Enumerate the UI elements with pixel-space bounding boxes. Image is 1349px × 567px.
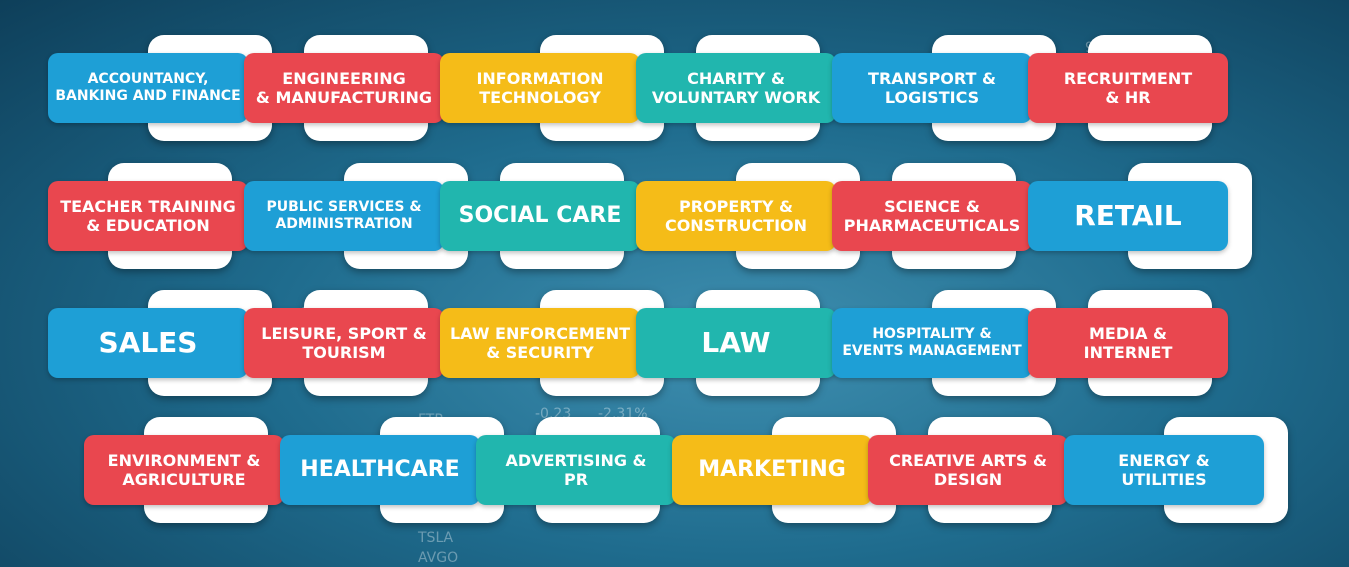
sector-label: ENVIRONMENT & AGRICULTURE	[84, 435, 284, 505]
sector-text: ADVERTISING &	[505, 450, 647, 470]
sector-text: INFORMATION	[476, 68, 604, 88]
sector-text: LOGISTICS	[884, 88, 980, 107]
sector-text: CONSTRUCTION	[664, 216, 808, 235]
sector-text: LAW	[701, 326, 771, 360]
sector-text: EVENTS MANAGEMENT	[842, 343, 1022, 359]
sector-label: ENERGY & UTILITIES	[1064, 435, 1264, 505]
sector-label: SALES	[48, 308, 248, 378]
sector-label: LEISURE, SPORT & TOURISM	[244, 308, 444, 378]
sector-text: RECRUITMENT	[1063, 68, 1193, 88]
sector-text: BANKING AND FINANCE	[55, 88, 241, 104]
sector-label: HEALTHCARE	[280, 435, 480, 505]
sector-text: ENVIRONMENT &	[107, 450, 261, 470]
sector-text: TOURISM	[302, 343, 386, 362]
sector-label: ENGINEERING & MANUFACTURING	[244, 53, 444, 123]
sector-label: PROPERTY & CONSTRUCTION	[636, 181, 836, 251]
sector-label: RETAIL	[1028, 181, 1228, 251]
sector-text: LAW ENFORCEMENT	[449, 323, 631, 343]
sector-text: SALES	[98, 326, 198, 360]
sector-text: HOSPITALITY &	[872, 326, 992, 343]
sector-text: AGRICULTURE	[122, 470, 246, 489]
sector-text: TECHNOLOGY	[479, 88, 601, 107]
sector-label: SOCIAL CARE	[440, 181, 640, 251]
sector-label: PUBLIC SERVICES & ADMINISTRATION	[244, 181, 444, 251]
sector-text: INTERNET	[1083, 343, 1173, 362]
sector-text: ACCOUNTANCY,	[87, 71, 209, 88]
sector-label: TRANSPORT & LOGISTICS	[832, 53, 1032, 123]
sector-label: INFORMATION TECHNOLOGY	[440, 53, 640, 123]
sector-text: PUBLIC SERVICES &	[266, 199, 422, 216]
sector-label: ACCOUNTANCY, BANKING AND FINANCE	[48, 53, 248, 123]
sector-text: TRANSPORT &	[868, 68, 996, 88]
sector-text: & MANUFACTURING	[255, 88, 433, 107]
sector-text: & EDUCATION	[86, 216, 210, 235]
sector-label: MARKETING	[672, 435, 872, 505]
sector-text: DESIGN	[933, 470, 1003, 489]
sector-text: PROPERTY &	[679, 196, 793, 216]
sector-text: RETAIL	[1074, 199, 1182, 233]
sector-text: VOLUNTARY WORK	[651, 88, 821, 107]
sector-text: SCIENCE &	[884, 196, 980, 216]
sector-text: ENGINEERING	[282, 68, 406, 88]
background-text: TSLA	[418, 530, 454, 546]
sector-label: CREATIVE ARTS & DESIGN	[868, 435, 1068, 505]
sector-text: LEISURE, SPORT &	[261, 323, 427, 343]
sector-label: SCIENCE & PHARMACEUTICALS	[832, 181, 1032, 251]
sector-label: LAW ENFORCEMENT & SECURITY	[440, 308, 640, 378]
sector-text: CHARITY &	[687, 68, 785, 88]
sector-text: & HR	[1105, 88, 1151, 107]
sector-text: ADMINISTRATION	[275, 216, 413, 232]
background-text: AVGO	[418, 550, 459, 566]
sector-label: HOSPITALITY & EVENTS MANAGEMENT	[832, 308, 1032, 378]
sector-label: MEDIA & INTERNET	[1028, 308, 1228, 378]
sector-text: TEACHER TRAINING	[60, 196, 236, 216]
sector-text: HEALTHCARE	[300, 456, 460, 482]
sector-text: PHARMACEUTICALS	[843, 216, 1021, 235]
sector-label: RECRUITMENT & HR	[1028, 53, 1228, 123]
sector-label: ADVERTISING & PR	[476, 435, 676, 505]
sector-text: PR	[563, 470, 589, 489]
sector-label: LAW	[636, 308, 836, 378]
sector-label: CHARITY & VOLUNTARY WORK	[636, 53, 836, 123]
sector-text: MEDIA &	[1089, 323, 1167, 343]
sector-label: TEACHER TRAINING & EDUCATION	[48, 181, 248, 251]
sector-text: UTILITIES	[1121, 470, 1207, 489]
sector-text: MARKETING	[698, 456, 846, 482]
sector-text: CREATIVE ARTS &	[889, 450, 1047, 470]
sector-text: SOCIAL CARE	[458, 202, 622, 228]
sector-text: ENERGY &	[1118, 450, 1210, 470]
sector-text: & SECURITY	[486, 343, 594, 362]
